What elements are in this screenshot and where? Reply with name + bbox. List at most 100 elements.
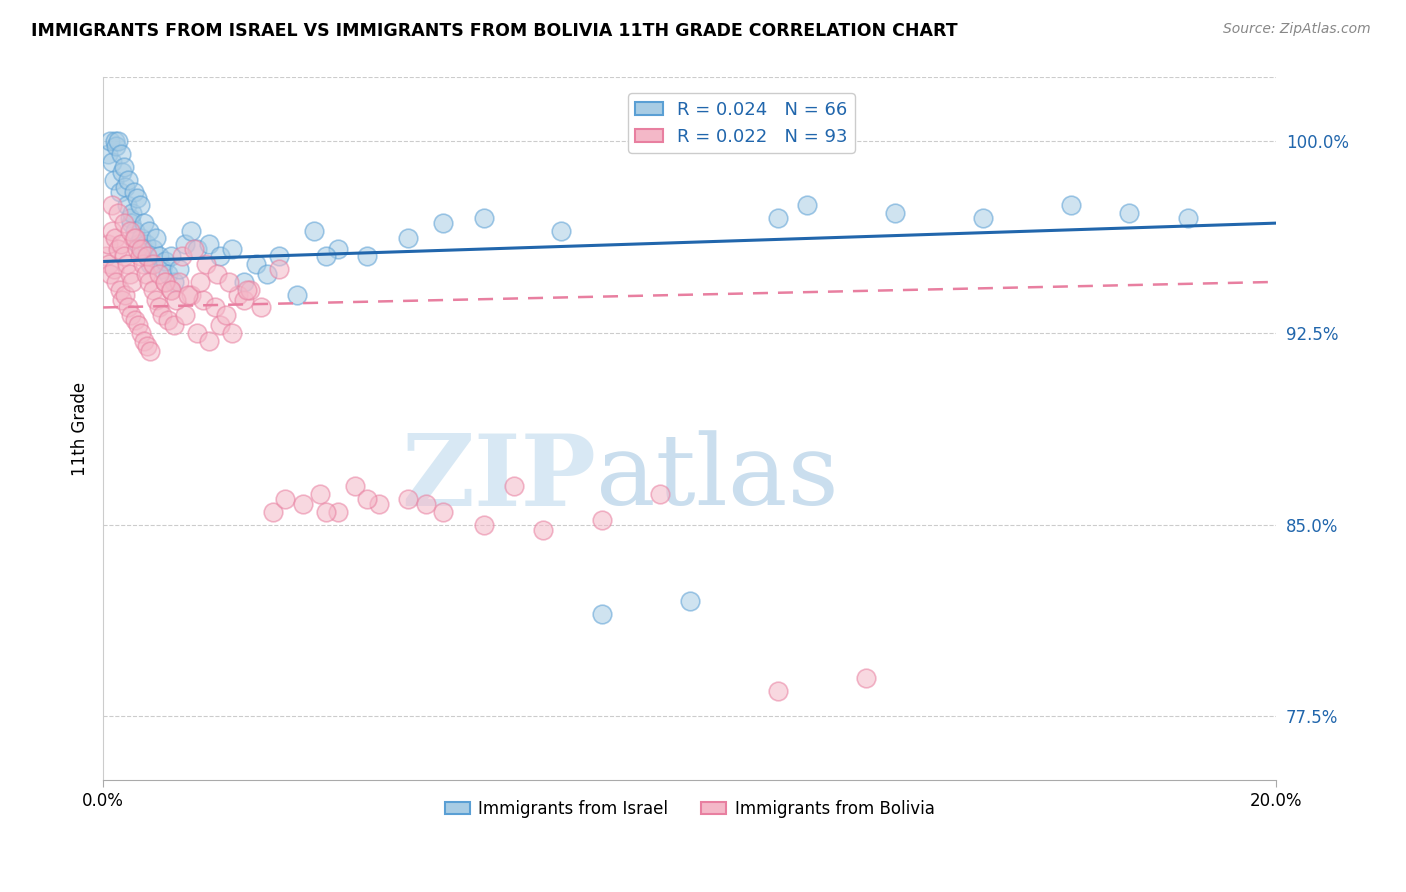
- Point: [186, 242, 208, 256]
- Point: [304, 224, 326, 238]
- Point: [132, 257, 155, 271]
- Point: [159, 283, 181, 297]
- Y-axis label: 11th Grade: 11th Grade: [72, 382, 89, 476]
- Point: [432, 505, 454, 519]
- Point: [134, 216, 156, 230]
- Point: [239, 283, 262, 297]
- Point: [114, 287, 136, 301]
- Point: [111, 293, 134, 307]
- Point: [232, 275, 254, 289]
- Point: [169, 262, 191, 277]
- Point: [855, 671, 877, 685]
- Point: [396, 231, 419, 245]
- Point: [531, 523, 554, 537]
- Point: [117, 301, 139, 315]
- Point: [124, 224, 146, 238]
- Text: IMMIGRANTS FROM ISRAEL VS IMMIGRANTS FROM BOLIVIA 11TH GRADE CORRELATION CHART: IMMIGRANTS FROM ISRAEL VS IMMIGRANTS FRO…: [31, 22, 957, 40]
- Point: [650, 487, 672, 501]
- Point: [153, 275, 176, 289]
- Point: [315, 249, 337, 263]
- Point: [129, 198, 152, 212]
- Point: [142, 242, 165, 256]
- Point: [183, 242, 205, 256]
- Point: [135, 267, 157, 281]
- Point: [129, 249, 152, 263]
- Point: [291, 497, 314, 511]
- Point: [118, 211, 141, 225]
- Point: [112, 216, 135, 230]
- Point: [115, 257, 138, 271]
- Legend: Immigrants from Israel, Immigrants from Bolivia: Immigrants from Israel, Immigrants from …: [439, 793, 941, 825]
- Point: [108, 283, 131, 297]
- Point: [194, 257, 217, 271]
- Point: [209, 249, 232, 263]
- Point: [112, 249, 135, 263]
- Point: [432, 216, 454, 230]
- Point: [132, 242, 155, 256]
- Point: [766, 683, 789, 698]
- Point: [150, 308, 173, 322]
- Point: [207, 267, 229, 281]
- Point: [97, 147, 120, 161]
- Point: [326, 242, 349, 256]
- Point: [118, 267, 141, 281]
- Point: [156, 267, 179, 281]
- Point: [139, 257, 162, 271]
- Point: [165, 293, 187, 307]
- Point: [472, 211, 495, 225]
- Point: [197, 334, 219, 348]
- Point: [138, 275, 160, 289]
- Point: [118, 224, 141, 238]
- Point: [122, 231, 145, 245]
- Point: [356, 492, 378, 507]
- Point: [139, 343, 162, 358]
- Point: [186, 326, 208, 340]
- Point: [226, 287, 249, 301]
- Text: ZIP: ZIP: [401, 430, 596, 526]
- Point: [98, 267, 121, 281]
- Point: [110, 147, 132, 161]
- Point: [209, 318, 232, 333]
- Point: [121, 206, 143, 220]
- Text: Source: ZipAtlas.com: Source: ZipAtlas.com: [1223, 22, 1371, 37]
- Point: [156, 313, 179, 327]
- Point: [107, 134, 129, 148]
- Point: [215, 308, 238, 322]
- Point: [142, 257, 165, 271]
- Point: [972, 211, 994, 225]
- Point: [138, 224, 160, 238]
- Point: [107, 242, 129, 256]
- Point: [136, 339, 159, 353]
- Point: [121, 275, 143, 289]
- Point: [221, 242, 243, 256]
- Point: [250, 301, 273, 315]
- Point: [103, 172, 125, 186]
- Point: [177, 287, 200, 301]
- Point: [169, 275, 191, 289]
- Point: [204, 301, 226, 315]
- Point: [124, 231, 146, 245]
- Point: [174, 236, 197, 251]
- Point: [115, 198, 138, 212]
- Point: [136, 249, 159, 263]
- Point: [135, 236, 157, 251]
- Point: [105, 139, 128, 153]
- Point: [105, 275, 128, 289]
- Point: [678, 594, 700, 608]
- Point: [153, 254, 176, 268]
- Point: [110, 236, 132, 251]
- Point: [162, 318, 184, 333]
- Point: [267, 249, 290, 263]
- Point: [550, 224, 572, 238]
- Point: [396, 492, 419, 507]
- Point: [148, 301, 170, 315]
- Point: [267, 262, 290, 277]
- Point: [256, 267, 278, 281]
- Point: [103, 262, 125, 277]
- Point: [98, 134, 121, 148]
- Point: [174, 308, 197, 322]
- Point: [326, 505, 349, 519]
- Point: [221, 326, 243, 340]
- Point: [101, 224, 124, 238]
- Point: [101, 154, 124, 169]
